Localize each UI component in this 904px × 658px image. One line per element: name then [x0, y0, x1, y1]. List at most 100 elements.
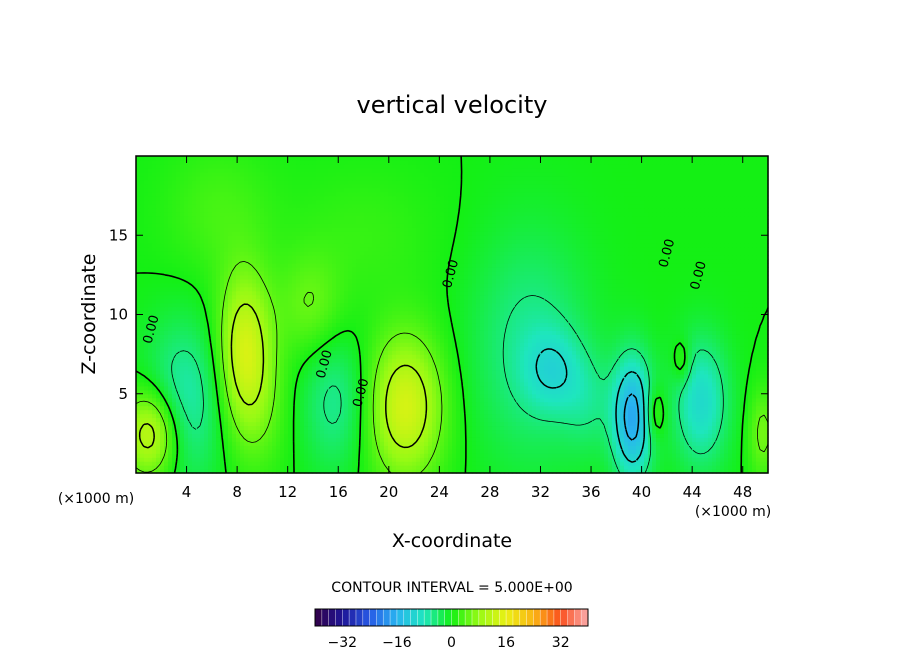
field-cell — [308, 382, 313, 387]
field-cell — [320, 425, 325, 430]
field-cell — [564, 437, 569, 442]
field-cell — [572, 410, 577, 415]
field-cell — [424, 366, 429, 371]
field-cell — [700, 386, 705, 391]
field-cell — [552, 374, 557, 379]
field-cell — [500, 449, 505, 454]
field-cell — [368, 453, 373, 458]
field-cell — [724, 445, 729, 450]
field-cell — [716, 453, 721, 458]
field-cell — [156, 433, 161, 438]
field-cell — [656, 457, 661, 462]
field-cell — [532, 453, 537, 458]
field-cell — [248, 425, 253, 430]
field-cell — [412, 398, 417, 403]
field-cell — [628, 406, 633, 411]
field-cell — [636, 461, 641, 466]
field-cell — [392, 378, 397, 383]
field-cell — [392, 354, 397, 359]
field-cell — [508, 350, 513, 355]
field-cell — [476, 445, 481, 450]
field-cell — [324, 461, 329, 466]
field-cell — [396, 374, 401, 379]
field-cell — [484, 358, 489, 363]
field-cell — [568, 362, 573, 367]
field-cell — [484, 429, 489, 434]
field-cell — [280, 453, 285, 458]
field-cell — [196, 453, 201, 458]
field-cell — [512, 433, 517, 438]
field-cell — [628, 414, 633, 419]
field-cell — [580, 350, 585, 355]
field-cell — [548, 394, 553, 399]
field-cell — [280, 402, 285, 407]
field-cell — [176, 410, 181, 415]
field-cell — [320, 445, 325, 450]
field-cell — [736, 370, 741, 375]
field-cell — [424, 374, 429, 379]
field-cell — [528, 362, 533, 367]
field-cell — [416, 461, 421, 466]
field-cell — [692, 421, 697, 426]
field-cell — [552, 457, 557, 462]
field-cell — [648, 429, 653, 434]
field-cell — [164, 410, 169, 415]
field-cell — [444, 418, 449, 423]
field-cell — [424, 461, 429, 466]
field-cell — [340, 354, 345, 359]
field-cell — [208, 378, 213, 383]
field-cell — [368, 374, 373, 379]
field-cell — [344, 461, 349, 466]
field-cell — [332, 346, 337, 351]
field-cell — [472, 453, 477, 458]
field-cell — [500, 354, 505, 359]
field-cell — [492, 429, 497, 434]
field-cell — [476, 378, 481, 383]
field-cell — [676, 386, 681, 391]
field-cell — [172, 441, 177, 446]
field-cell — [456, 382, 461, 387]
field-cell — [612, 465, 617, 470]
field-cell — [676, 382, 681, 387]
field-cell — [476, 418, 481, 423]
field-cell — [468, 382, 473, 387]
field-cell — [712, 457, 717, 462]
field-cell — [404, 354, 409, 359]
field-cell — [144, 358, 149, 363]
field-cell — [412, 406, 417, 411]
field-cell — [244, 406, 249, 411]
field-cell — [196, 398, 201, 403]
field-cell — [716, 414, 721, 419]
field-cell — [700, 437, 705, 442]
field-cell — [656, 406, 661, 411]
field-cell — [700, 378, 705, 383]
field-cell — [476, 449, 481, 454]
field-cell — [156, 358, 161, 363]
field-cell — [712, 402, 717, 407]
field-cell — [152, 453, 157, 458]
field-cell — [400, 374, 405, 379]
field-cell — [432, 378, 437, 383]
field-cell — [572, 465, 577, 470]
field-cell — [404, 370, 409, 375]
field-cell — [716, 382, 721, 387]
field-cell — [680, 378, 685, 383]
field-cell — [632, 382, 637, 387]
field-cell — [652, 394, 657, 399]
field-cell — [596, 461, 601, 466]
field-cell — [508, 449, 513, 454]
field-cell — [676, 425, 681, 430]
field-cell — [484, 410, 489, 415]
field-cell — [548, 366, 553, 371]
field-cell — [760, 374, 765, 379]
field-cell — [724, 370, 729, 375]
field-cell — [612, 433, 617, 438]
field-cell — [668, 437, 673, 442]
field-cell — [664, 398, 669, 403]
field-cell — [676, 437, 681, 442]
field-cell — [728, 350, 733, 355]
field-cell — [604, 394, 609, 399]
field-cell — [544, 461, 549, 466]
field-cell — [140, 366, 145, 371]
field-cell — [296, 398, 301, 403]
